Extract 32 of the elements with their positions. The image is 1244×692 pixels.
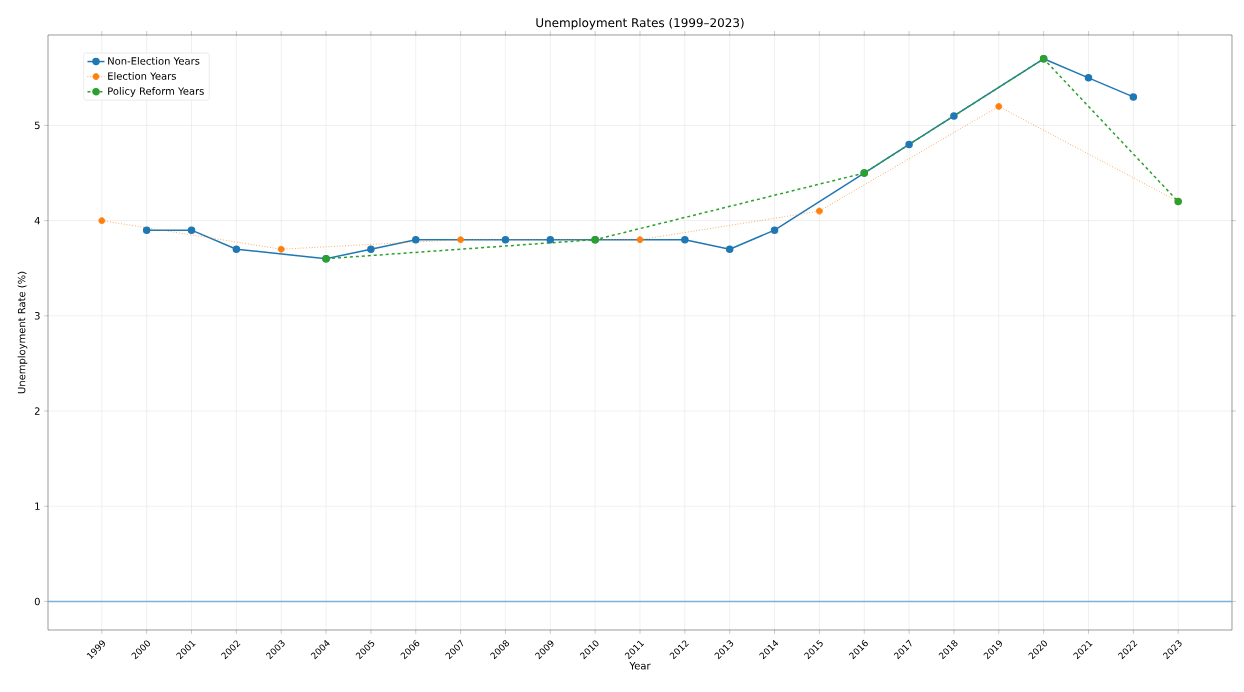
legend-label: Non-Election Years	[108, 57, 200, 65]
point	[546, 235, 555, 244]
y-tick-label: 1	[35, 502, 40, 510]
point	[142, 226, 151, 234]
y-tick-label: 0	[34, 597, 40, 606]
point	[681, 235, 689, 244]
point	[770, 226, 779, 234]
legend-label: Policy Reform Years	[108, 87, 204, 97]
point	[367, 245, 375, 253]
point	[457, 236, 465, 244]
legend-label: Election Years	[108, 72, 176, 80]
x-axis-title: Year	[629, 662, 651, 670]
point	[950, 112, 958, 120]
y-tick-label: 3	[34, 312, 40, 320]
point	[995, 102, 1003, 110]
chart-title: Unemployment Rates (1999–2023)	[536, 17, 744, 30]
point	[277, 245, 285, 253]
point	[1084, 74, 1093, 82]
y-tick-label: 2	[34, 407, 40, 415]
point	[636, 236, 644, 244]
y-tick-label: 4	[34, 217, 40, 225]
point	[232, 245, 241, 253]
point	[1129, 93, 1138, 101]
point	[725, 245, 734, 253]
point	[905, 140, 913, 149]
point	[815, 207, 823, 215]
point	[412, 235, 420, 244]
y-tick-label: 5	[34, 121, 40, 130]
y-axis-title: Unemployment Rate (%)	[17, 271, 28, 394]
point	[501, 235, 510, 244]
point	[187, 226, 196, 234]
point	[98, 217, 106, 225]
